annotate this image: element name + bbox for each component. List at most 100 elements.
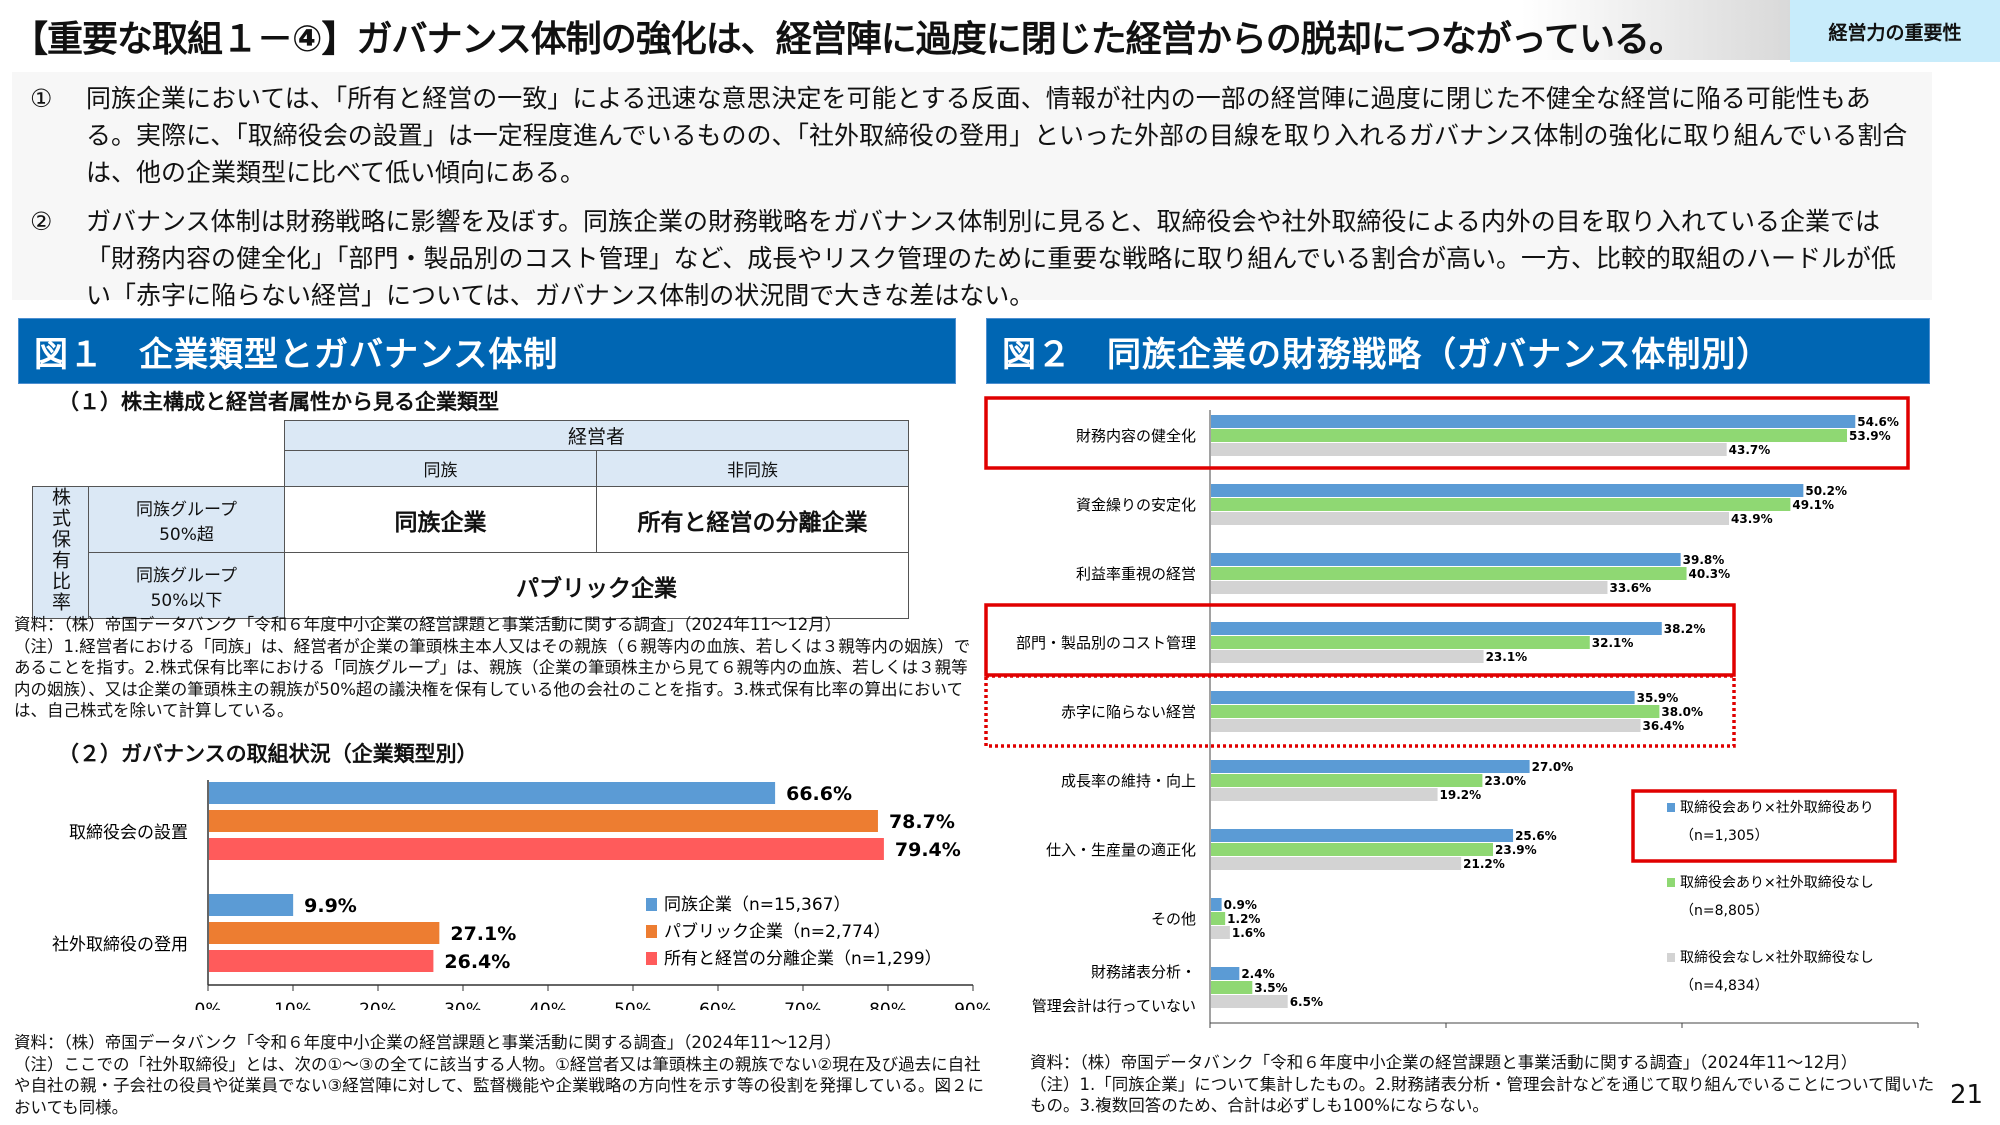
bar-value-label: 50.2% [1805,484,1847,498]
legend-n: （n=4,834） [1680,978,1769,994]
bar [209,894,294,916]
bar-value-label: 43.7% [1729,443,1771,457]
bar [1211,512,1730,525]
bar [1211,898,1222,911]
title-bar: 【重要な取組１－④】ガバナンス体制の強化は、経営陣に過度に閉じた経営からの脱却に… [0,0,1790,60]
fig1-note-1: 資料：（株）帝国データバンク「令和６年度中小企業の経営課題と事業活動に関する調査… [14,615,971,720]
category-label: 管理会計は行っていない [1032,997,1196,1015]
bar [1211,843,1494,856]
x-tick-label: 20% [359,1000,397,1010]
legend-label: 取締役会なし×社外取締役なし [1680,949,1874,966]
bar-value-label: 23.1% [1486,650,1528,664]
governance-chart: 0% 10% 20% 30% 40% 50% 60% 70% 80% 90% 取締役会の設置 66.6… [52,780,990,1010]
bar [1211,995,1288,1008]
legend-label: 取締役会あり×社外取締役あり [1680,799,1874,816]
summary-box: ① 同族企業においては、「所有と経営の一致」による迅速な意思決定を可能とする反面… [12,72,1932,310]
category-label: 赤字に陥らない経営 [1061,703,1196,721]
fig1-note-2: 資料：（株）帝国データバンク「令和６年度中小企業の経営課題と事業活動に関する調査… [14,1033,984,1117]
bar [1211,636,1590,649]
bar [1211,774,1483,787]
bar-value-label: 40.3% [1689,567,1731,581]
bar-value-label: 39.8% [1683,553,1725,567]
bar-value-label: 0.9% [1224,898,1257,912]
bar [1211,857,1462,870]
fig2-title: 図２ 同族企業の財務戦略（ガバナンス体制別） [986,318,1930,384]
category-label: その他 [1151,910,1196,928]
cell-family-company: 同族企業 [284,486,597,553]
bar-value-label: 1.2% [1227,912,1260,926]
legend-label: 取締役会あり×社外取締役なし [1680,874,1874,891]
bar-value-label: 78.7% [889,811,955,833]
bar-value-label: 54.6% [1857,415,1899,429]
bar [1211,429,1848,442]
category-label: 部門・製品別のコスト管理 [1016,634,1196,652]
highlight-box-dotted [984,674,1736,748]
bar-value-label: 23.0% [1484,774,1526,788]
bar [209,950,434,972]
bar [1211,967,1240,980]
bar-value-label: 38.2% [1664,622,1706,636]
category-label: 社外取締役の登用 [52,935,188,955]
legend-n: （n=8,805） [1680,903,1769,919]
row-axis-label: 株式保有比率 [32,486,89,619]
col-diff: 非同族 [596,450,909,487]
summary-item: ② ガバナンス体制は財務戦略に影響を及ぼす。同族企業の財務戦略をガバナンス体制別… [30,203,1914,314]
bar [1211,705,1660,718]
bar-value-label: 9.9% [304,895,357,917]
bar [209,838,884,860]
bar [1211,581,1608,594]
bar [1211,981,1253,994]
x-tick-label: 60% [699,1000,737,1010]
bar-value-label: 36.4% [1643,719,1685,733]
bar [1211,567,1687,580]
bar-value-label: 23.9% [1495,843,1537,857]
category-label: 利益率重視の経営 [1076,565,1196,583]
bar [1211,691,1635,704]
summary-text: ガバナンス体制は財務戦略に影響を及ぼす。同族企業の財務戦略をガバナンス体制別に見… [86,207,1897,310]
col-same: 同族 [284,450,597,487]
row1-label: 同族グループ 50%超 [88,486,285,553]
bar [1211,498,1791,511]
section-tag: 経営力の重要性 [1790,0,2000,62]
bar-value-label: 27.1% [450,923,516,945]
bar-value-label: 25.6% [1515,829,1557,843]
bar [1211,719,1641,732]
highlight-box [984,396,1910,470]
legend-label: パブリック企業（n=2,774） [664,921,891,942]
page-number: 21 [1950,1080,1984,1110]
bar-value-label: 33.6% [1609,581,1651,595]
category-label: 取締役会の設置 [69,823,188,843]
x-tick-label: 50% [614,1000,652,1010]
bar-value-label: 32.1% [1592,636,1634,650]
legend-swatch [646,898,657,911]
legend-swatch [646,925,657,938]
fig1-title: 図１ 企業類型とガバナンス体制 [18,318,956,384]
bar-value-label: 1.6% [1232,926,1265,940]
bar [1211,622,1662,635]
bar-value-label: 43.9% [1731,512,1773,526]
bar [1211,926,1230,939]
legend-swatch [1667,953,1675,962]
summary-num: ① [30,84,53,113]
x-tick-label: 30% [444,1000,482,1010]
legend-n: （n=1,305） [1680,828,1769,844]
cell-public-company: パブリック企業 [284,552,909,619]
x-tick-label: 80% [869,1000,907,1010]
page-title: 【重要な取組１－④】ガバナンス体制の強化は、経営陣に過度に閉じた経営からの脱却に… [12,19,1685,60]
x-tick-label: 40% [529,1000,567,1010]
row2-label: 同族グループ 50%以下 [88,552,285,619]
legend-swatch [1667,803,1675,812]
legend-swatch [1667,878,1675,887]
bar-value-label: 2.4% [1241,967,1274,981]
bar [1211,553,1681,566]
bar [1211,788,1438,801]
cell-separated-company: 所有と経営の分離企業 [596,486,909,553]
bar-value-label: 27.0% [1532,760,1574,774]
summary-text: 同族企業においては、「所有と経営の一致」による迅速な意思決定を可能とする反面、情… [86,84,1908,187]
fig2-note: 資料：（株）帝国データバンク「令和６年度中小企業の経営課題と事業活動に関する調査… [1030,1053,1935,1115]
manager-header: 経営者 [284,420,909,451]
bar-value-label: 38.0% [1661,705,1703,719]
category-label: 成長率の維持・向上 [1061,772,1196,790]
bar-value-label: 19.2% [1440,788,1482,802]
bar [1211,484,1804,497]
